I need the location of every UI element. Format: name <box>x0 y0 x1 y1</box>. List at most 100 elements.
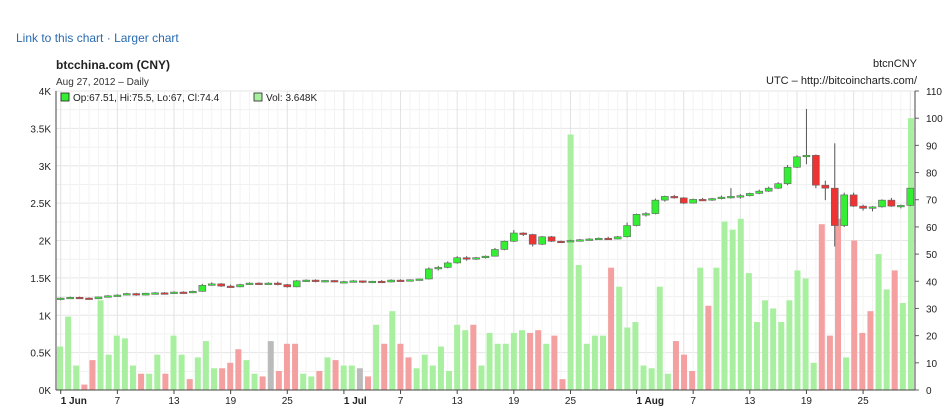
y-left-tick-label: 1K <box>39 311 52 322</box>
volume-bar <box>211 368 218 390</box>
y-right-tick-label: 110 <box>926 87 942 98</box>
candle <box>387 279 395 283</box>
larger-chart-link[interactable]: Larger chart <box>114 31 179 45</box>
volume-bar <box>802 278 809 390</box>
candle-body <box>330 280 339 283</box>
candle <box>198 283 207 292</box>
candle <box>396 279 405 282</box>
x-tick-label: 25 <box>282 396 294 407</box>
candle <box>802 108 811 165</box>
candle-body <box>264 282 273 285</box>
volume-bar <box>551 335 558 390</box>
candle-body <box>453 257 461 264</box>
candle-body <box>632 214 641 226</box>
candle <box>793 155 801 168</box>
y-left-tick-label: 0.5K <box>30 349 51 360</box>
chart-source: UTC – http://bitcoincharts.com/ <box>766 75 917 87</box>
volume-bar <box>762 300 769 390</box>
candle-body <box>887 199 896 207</box>
candle-body <box>547 236 556 242</box>
volume-bar <box>705 305 712 390</box>
candle <box>66 296 74 300</box>
volume-bar <box>486 332 493 390</box>
candle-body <box>387 279 395 283</box>
volume-bar <box>575 264 582 390</box>
volume-bar <box>381 343 388 390</box>
candle <box>443 261 452 269</box>
volume-bar <box>243 360 250 390</box>
y-left-tick-label: 2.5K <box>30 199 51 210</box>
candle <box>481 255 490 259</box>
candle <box>623 222 631 238</box>
candle-body <box>623 225 631 238</box>
volume-bar <box>462 330 469 390</box>
x-tick-label: 13 <box>744 396 756 407</box>
volume-bar <box>891 270 898 390</box>
link-separator: · <box>106 31 111 45</box>
candle-body <box>661 196 669 201</box>
volume-bar <box>689 370 696 390</box>
volume-bar <box>818 224 825 390</box>
candle <box>661 195 669 202</box>
volume-bar <box>567 134 574 390</box>
candle <box>859 204 867 211</box>
candle <box>123 292 131 296</box>
volume-bar <box>664 373 671 390</box>
link-to-chart[interactable]: Link to this chart <box>16 31 104 45</box>
candle <box>642 212 650 217</box>
candle <box>538 236 546 245</box>
x-tick-label: 1 Jun <box>61 396 87 407</box>
volume-bar <box>316 370 323 390</box>
volume-bar <box>170 335 177 390</box>
candle <box>141 292 150 296</box>
candle-body <box>528 234 537 245</box>
candle-body <box>897 205 905 208</box>
candle <box>377 280 386 284</box>
candle <box>632 213 641 227</box>
volume-bar <box>851 240 858 390</box>
candle-body <box>604 237 613 241</box>
candle-body <box>755 190 764 194</box>
volume-bar <box>154 354 161 390</box>
candle <box>264 282 273 285</box>
candle <box>75 296 84 300</box>
candle <box>821 180 830 201</box>
candle <box>283 283 292 288</box>
candle-body <box>736 195 745 198</box>
candle <box>528 233 537 247</box>
volume-bar <box>389 311 396 390</box>
candle-body <box>783 166 792 184</box>
candle-body <box>349 280 358 283</box>
volume-bar <box>640 365 647 390</box>
candle <box>472 256 480 260</box>
volume-bar <box>786 300 793 390</box>
volume-bar <box>421 354 428 390</box>
volume-bar <box>113 335 120 390</box>
volume-bar <box>624 327 631 390</box>
volume-bar <box>348 365 355 390</box>
candle-body <box>679 197 688 204</box>
candle <box>292 280 301 288</box>
volume-bar <box>535 330 542 390</box>
candle-body <box>594 237 603 241</box>
candle-body <box>906 187 915 206</box>
volume-bar <box>300 373 307 390</box>
candle-body <box>283 284 292 288</box>
x-tick-label: 19 <box>225 396 237 407</box>
volume-bar <box>283 343 290 390</box>
y-left-tick-label: 2K <box>39 237 52 248</box>
candle <box>613 236 622 240</box>
candle-body <box>462 257 471 260</box>
candle <box>868 206 877 212</box>
y-right-tick-label: 0 <box>926 386 932 397</box>
candle-body <box>226 285 235 288</box>
candle <box>783 165 792 186</box>
volume-bar <box>332 360 339 390</box>
volume-bar <box>527 332 534 390</box>
candle-body <box>859 205 867 209</box>
candle-body <box>132 293 141 296</box>
volume-bar <box>518 330 525 390</box>
x-tick-label: 1 Aug <box>637 396 664 407</box>
candle <box>245 282 254 285</box>
